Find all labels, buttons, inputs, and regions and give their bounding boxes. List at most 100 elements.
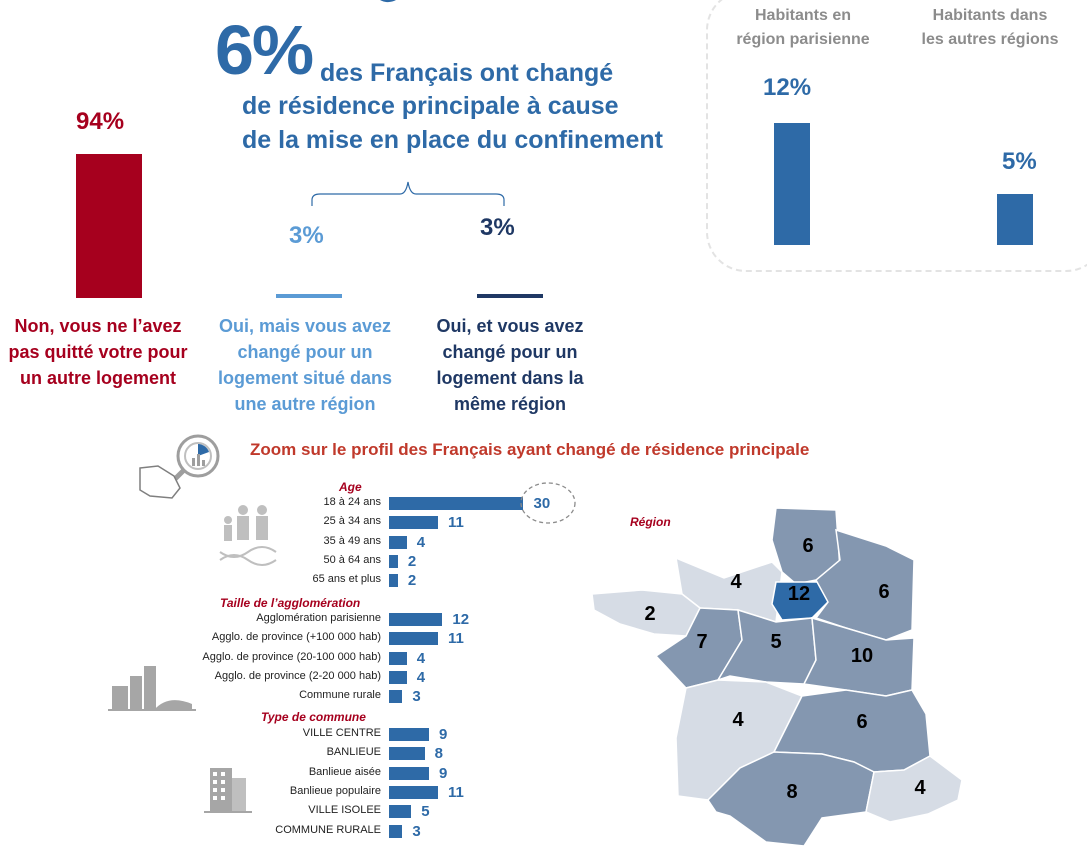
profile-category-label: 50 à 64 ans <box>323 553 382 566</box>
headline-line-2: de résidence principale à cause <box>242 92 619 120</box>
profile-bar-value: 11 <box>447 630 464 648</box>
map-region <box>716 608 817 685</box>
region-compare-header-paris-line-2: région parisienne <box>736 31 870 48</box>
region-map: 6 4 12 6 2 7 5 10 4 6 8 4 <box>591 507 963 847</box>
profile-bar-value: 3 <box>412 822 421 840</box>
map-region-value: 4 <box>730 571 742 593</box>
profile-category-label: 35 à 49 ans <box>323 534 382 547</box>
profile-category-label: Agglo. de province (2-20 000 hab) <box>214 669 381 682</box>
profile-bar <box>389 613 443 626</box>
map-region <box>865 755 963 823</box>
profile-bar-value: 2 <box>407 572 417 590</box>
split-same-region-label-line-2: changé pour un <box>442 342 578 362</box>
profile-bar-value: 3 <box>412 688 421 706</box>
profile-bar-value: 12 <box>452 611 470 628</box>
city-skyline-icon <box>108 666 196 711</box>
profile-bar-value: 5 <box>421 803 430 821</box>
profile-bar <box>389 728 430 741</box>
profile-category-label: 25 à 34 ans <box>323 515 382 528</box>
split-other-region-label: Oui, mais vous avez changé pour un logem… <box>205 313 405 417</box>
profile-bar <box>389 766 430 780</box>
left-stat-label: Non, vous ne l’avez pas quitté votre pou… <box>0 313 196 391</box>
left-stat-bar <box>76 154 142 298</box>
profile-bar <box>389 785 438 799</box>
profile-bar-value: 4 <box>416 668 426 686</box>
split-same-region-label: Oui, et vous avez changé pour un logemen… <box>410 313 610 417</box>
map-region-value: 4 <box>732 709 744 731</box>
split-other-region-line <box>276 294 342 298</box>
profile-bar <box>389 516 438 530</box>
region-compare-header-paris-line-1: Habitants en <box>754 7 851 24</box>
profile-section-title: Age <box>339 480 362 494</box>
profile-category-label: BANLIEUE <box>326 746 381 759</box>
profile-category-label: Banlieue aisée <box>308 765 381 778</box>
profile-bar-value: 4 <box>416 533 426 551</box>
left-stat-percent: 94% <box>76 108 125 135</box>
split-same-region-percent: 3% <box>480 214 515 241</box>
profile-bar-value: 9 <box>439 726 448 743</box>
profile-bar <box>389 651 407 665</box>
profile-category-label: Banlieue populaire <box>289 784 381 797</box>
map-region-value: 7 <box>696 631 707 653</box>
profile-bar <box>389 574 398 588</box>
region-compare-other-percent: 5% <box>1002 148 1037 175</box>
highlight-ellipse <box>520 482 576 524</box>
split-other-region-label-line-2: changé pour un <box>237 342 373 362</box>
hand-magnifier-icon <box>139 434 220 499</box>
map-region-value: 6 <box>856 711 867 733</box>
split-same-region-label-line-1: Oui, et vous avez <box>436 316 584 336</box>
profile-category-label: 18 à 24 ans <box>323 496 382 508</box>
profile-bar-value: 11 <box>447 514 464 532</box>
zoom-title: Zoom sur le profil des Français ayant ch… <box>250 440 810 459</box>
map-region-value: 6 <box>802 535 813 557</box>
profile-category-label: VILLE CENTRE <box>302 727 381 739</box>
region-compare-header-other-line-1: Habitants dans <box>932 7 1048 24</box>
profile-bar-value: 2 <box>407 552 417 570</box>
profile-category-label: Agglo. de province (+100 000 hab) <box>211 631 381 644</box>
profile-bar <box>389 535 407 549</box>
map-title: Région <box>630 515 671 529</box>
map-region-value: 10 <box>851 645 873 667</box>
profile-bar-value: 30 <box>533 495 551 512</box>
profile-category-label: Agglo. de province (20-100 000 hab) <box>202 650 381 663</box>
left-stat-label-line-3: un autre logement <box>19 368 176 388</box>
profile-category-label: COMMUNE RURALE <box>275 823 381 836</box>
profile-category-label: Agglomération parisienne <box>256 612 381 624</box>
profile-category-label: VILLE ISOLEE <box>308 804 381 817</box>
region-compare-header-other-line-2: les autres régions <box>921 31 1059 48</box>
profile-bar <box>389 632 438 646</box>
region-compare-header-other: Habitants dans les autres régions <box>905 4 1075 52</box>
profile-category-label: 65 ans et plus <box>312 573 382 586</box>
region-compare-paris-bar <box>774 122 810 245</box>
region-compare-paris-percent: 12% <box>763 74 812 101</box>
profile-bar-value: 11 <box>447 783 464 801</box>
profile-bar <box>389 497 523 510</box>
headline-line-1: des Français ont changé <box>320 59 614 87</box>
map-region-value: 8 <box>786 781 797 803</box>
split-other-region-label-line-3: logement situé dans <box>217 368 393 388</box>
family-dna-icon <box>219 505 277 566</box>
map-region-value: 2 <box>644 603 655 625</box>
profile-bar <box>389 805 412 819</box>
map-region-value: 6 <box>878 581 889 603</box>
profile-bar <box>389 554 398 568</box>
split-same-region-label-line-3: logement dans la <box>436 368 584 388</box>
profile-section-title: Type de commune <box>261 710 366 724</box>
region-compare-other-bar <box>997 194 1033 245</box>
map-region-value: 5 <box>770 631 781 653</box>
region-compare-box <box>706 0 1087 272</box>
profile-bar-value: 8 <box>434 745 443 763</box>
headline-line-3: de la mise en place du confinement <box>242 126 663 154</box>
split-same-region-line <box>477 294 543 298</box>
split-other-region-label-line-1: Oui, mais vous avez <box>218 316 392 336</box>
split-brace <box>311 181 505 206</box>
profile-bar-value: 4 <box>416 649 426 667</box>
pie-chart-icon <box>380 0 396 3</box>
left-stat-label-line-2: pas quitté votre pour <box>8 342 188 362</box>
profile-bar-value: 9 <box>439 764 448 782</box>
map-region-value: 4 <box>914 777 926 799</box>
map-region-value: 12 <box>788 583 810 605</box>
split-other-region-percent: 3% <box>289 222 324 249</box>
left-stat-label-line-1: Non, vous ne l’avez <box>14 316 182 336</box>
profile-category-label: Commune rurale <box>299 689 381 702</box>
